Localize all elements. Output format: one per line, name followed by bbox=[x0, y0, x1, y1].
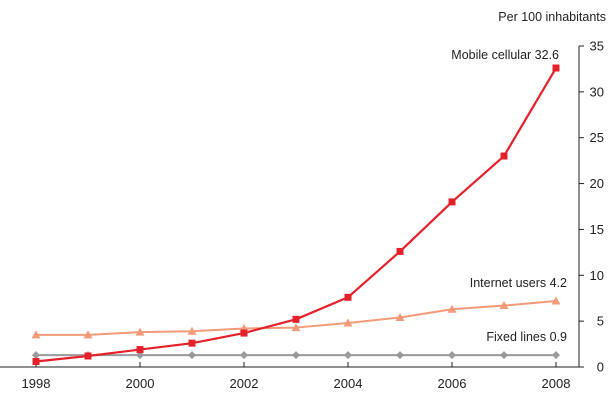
y-tick-label-20: 20 bbox=[590, 176, 604, 191]
mobile-cellular-series-label: Mobile cellular 32.6 bbox=[451, 48, 559, 62]
y-tick-label-15: 15 bbox=[590, 222, 604, 237]
axes bbox=[0, 46, 584, 368]
x-tick-label-1998: 1998 bbox=[22, 376, 51, 391]
fixed-point-2000 bbox=[136, 351, 144, 360]
internet-point-2007 bbox=[499, 301, 509, 310]
y-tick-label-35: 35 bbox=[590, 39, 604, 54]
mobile-point-1999 bbox=[84, 352, 92, 360]
fixed-point-2003 bbox=[292, 351, 300, 360]
fixed-lines-series-label: Fixed lines 0.9 bbox=[486, 330, 567, 344]
internet-point-2006 bbox=[447, 304, 457, 313]
mobile-point-2003 bbox=[292, 315, 300, 323]
y-tick-label-0: 0 bbox=[597, 360, 604, 375]
x-tick-label-2004: 2004 bbox=[334, 376, 363, 391]
y-tick-label-30: 30 bbox=[590, 84, 604, 99]
mobile-point-2007 bbox=[500, 152, 508, 160]
y-tick-label-25: 25 bbox=[590, 130, 604, 145]
fixed-point-1998 bbox=[32, 351, 40, 360]
mobile-point-2006 bbox=[448, 198, 456, 206]
internet-point-2005 bbox=[395, 312, 405, 321]
y-tick-label-10: 10 bbox=[590, 268, 604, 283]
x-tick-label-2006: 2006 bbox=[438, 376, 467, 391]
mobile-point-2001 bbox=[188, 339, 196, 347]
internet-users-series-label: Internet users 4.2 bbox=[470, 276, 567, 290]
y-tick-label-5: 5 bbox=[597, 314, 604, 329]
series-markers bbox=[31, 64, 561, 365]
internet-point-1998 bbox=[31, 330, 41, 339]
internet-point-1999 bbox=[83, 330, 93, 339]
fixed-point-2007 bbox=[500, 351, 508, 360]
mobile-point-1998 bbox=[32, 357, 40, 365]
x-tick-label-2002: 2002 bbox=[230, 376, 259, 391]
internet-point-2000 bbox=[135, 327, 145, 336]
internet-point-2008 bbox=[551, 296, 561, 305]
fixed-point-2004 bbox=[344, 351, 352, 360]
internet-point-2004 bbox=[343, 318, 353, 327]
y-axis-ticks: 0 5 10 15 20 25 30 35 bbox=[579, 39, 604, 375]
fixed-point-2005 bbox=[396, 351, 404, 360]
x-tick-label-2008: 2008 bbox=[542, 376, 571, 391]
y-axis-unit-label: Per 100 inhabitants bbox=[498, 10, 606, 24]
mobile-point-2002 bbox=[240, 329, 248, 337]
mobile-point-2000 bbox=[136, 346, 144, 354]
mobile-point-2005 bbox=[396, 247, 404, 255]
fixed-point-2002 bbox=[240, 351, 248, 360]
fixed-point-2001 bbox=[188, 351, 196, 360]
x-tick-label-2000: 2000 bbox=[126, 376, 155, 391]
internet-point-2003 bbox=[291, 323, 301, 332]
internet-point-2001 bbox=[187, 326, 197, 335]
mobile-point-2004 bbox=[344, 293, 352, 301]
fixed-point-2006 bbox=[448, 351, 456, 360]
fixed-point-2008 bbox=[552, 351, 560, 360]
x-axis-ticks: 1998 2000 2002 2004 2006 2008 bbox=[22, 362, 571, 391]
mobile-point-2008 bbox=[552, 64, 560, 72]
